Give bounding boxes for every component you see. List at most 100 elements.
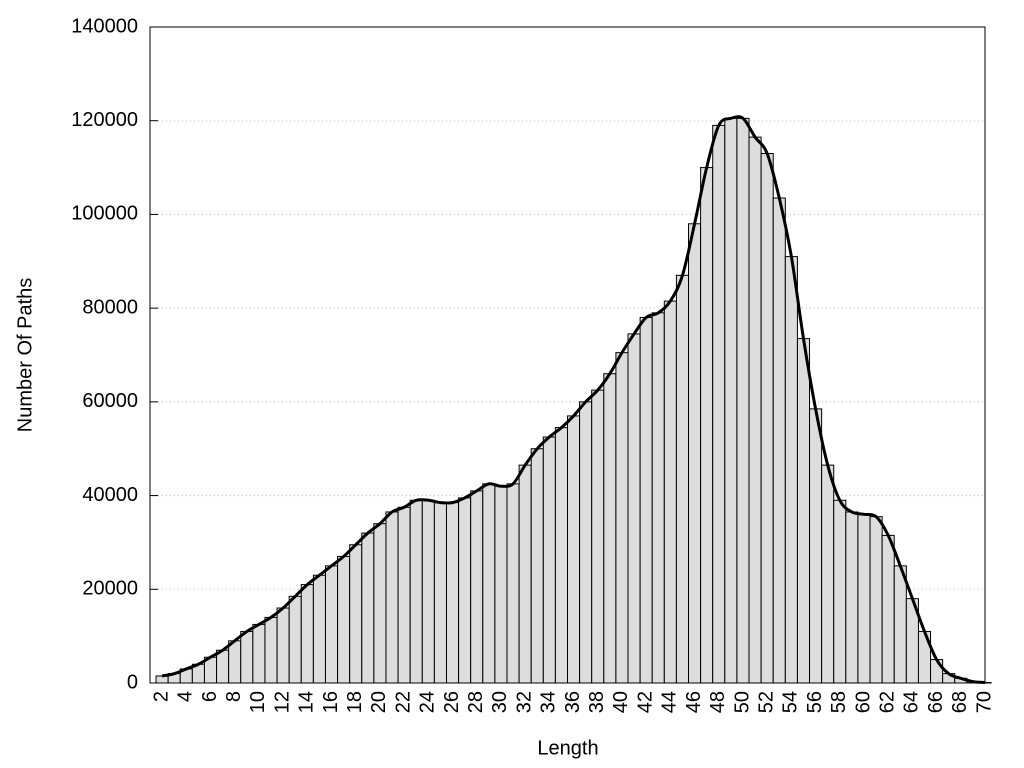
x-tick-label: 54 (780, 691, 802, 713)
y-tick-label: 140000 (71, 15, 138, 37)
bar (530, 448, 544, 684)
y-tick-label: 0 (127, 671, 138, 693)
bar (639, 317, 653, 684)
bar (881, 534, 895, 684)
x-tick-label: 24 (417, 691, 439, 713)
bar (542, 436, 556, 684)
bar (651, 312, 665, 684)
bar (603, 373, 617, 684)
bar (240, 630, 254, 684)
bar (833, 499, 847, 684)
bar (312, 574, 326, 684)
bar (276, 607, 290, 684)
bar (421, 499, 435, 684)
x-tick-label: 64 (901, 691, 923, 713)
x-tick-label: 10 (247, 691, 269, 713)
bar (324, 565, 339, 684)
x-tick-label: 2 (150, 691, 172, 702)
y-tick-label: 60000 (82, 390, 138, 412)
bar (433, 502, 447, 684)
bar (445, 502, 460, 684)
bar (712, 124, 726, 684)
bar (736, 117, 750, 684)
x-tick-label: 60 (852, 691, 874, 713)
x-tick-label: 8 (223, 691, 245, 702)
bar (809, 408, 823, 684)
bar (845, 511, 859, 684)
bar (615, 352, 629, 684)
bar (397, 506, 411, 684)
y-tick-label: 80000 (82, 296, 138, 318)
bar (349, 544, 363, 684)
bar (373, 523, 387, 684)
x-tick-label: 42 (634, 691, 656, 713)
bar (518, 464, 532, 684)
y-tick-label: 120000 (71, 109, 138, 131)
bar (627, 333, 641, 684)
bar (252, 623, 266, 684)
bar (337, 555, 351, 684)
x-tick-label: 38 (586, 691, 608, 713)
x-tick-label: 16 (320, 691, 342, 713)
bar (216, 649, 230, 684)
x-tick-label: 44 (659, 691, 681, 713)
bar (579, 401, 593, 684)
bar (760, 153, 774, 684)
bar (591, 389, 605, 684)
x-tick-label: 12 (271, 691, 293, 713)
y-tick-label: 100000 (71, 203, 138, 225)
bar (784, 256, 798, 684)
bar (567, 415, 581, 684)
y-axis-label: Number Of Paths (14, 278, 36, 433)
bar (554, 427, 569, 684)
bar (155, 675, 169, 684)
x-tick-label: 48 (707, 691, 729, 713)
x-tick-label: 4 (175, 691, 197, 702)
x-tick-label: 20 (368, 691, 390, 713)
x-axis-label: Length (537, 737, 598, 759)
x-tick-label: 62 (876, 691, 898, 713)
bar (893, 565, 907, 684)
bar (458, 497, 472, 684)
smooth-line (161, 115, 986, 685)
bar (288, 595, 302, 684)
x-tick-label: 46 (683, 691, 705, 713)
x-tick-label: 40 (610, 691, 632, 713)
x-tick-label: 30 (489, 691, 511, 713)
plot-frame (149, 26, 986, 684)
bar (930, 659, 944, 684)
bar (675, 274, 690, 684)
x-tick-label: 70 (973, 691, 995, 713)
bar (300, 584, 314, 684)
bar (385, 511, 399, 684)
bar (748, 136, 762, 684)
x-tick-label: 22 (392, 691, 414, 713)
x-tick-label: 36 (562, 691, 584, 713)
bar (470, 490, 484, 684)
bar (700, 167, 714, 684)
y-tick-label: 20000 (82, 578, 138, 600)
bar (264, 616, 278, 684)
bar (796, 338, 811, 684)
bar (857, 513, 871, 684)
bar (724, 117, 738, 684)
bar (409, 499, 423, 684)
x-tick-label: 28 (465, 691, 487, 713)
x-tick-label: 68 (949, 691, 971, 713)
bar (772, 197, 786, 684)
bar (482, 483, 496, 684)
x-tick-label: 56 (804, 691, 826, 713)
x-tick-label: 14 (296, 691, 318, 713)
x-tick-label: 52 (755, 691, 777, 713)
bar (869, 516, 883, 684)
bar (494, 485, 508, 684)
x-tick-label: 26 (441, 691, 463, 713)
bar (506, 483, 520, 684)
y-tick-label: 40000 (82, 484, 138, 506)
bar (688, 223, 702, 684)
bar (361, 532, 375, 684)
bar (821, 464, 835, 684)
x-tick-label: 18 (344, 691, 366, 713)
